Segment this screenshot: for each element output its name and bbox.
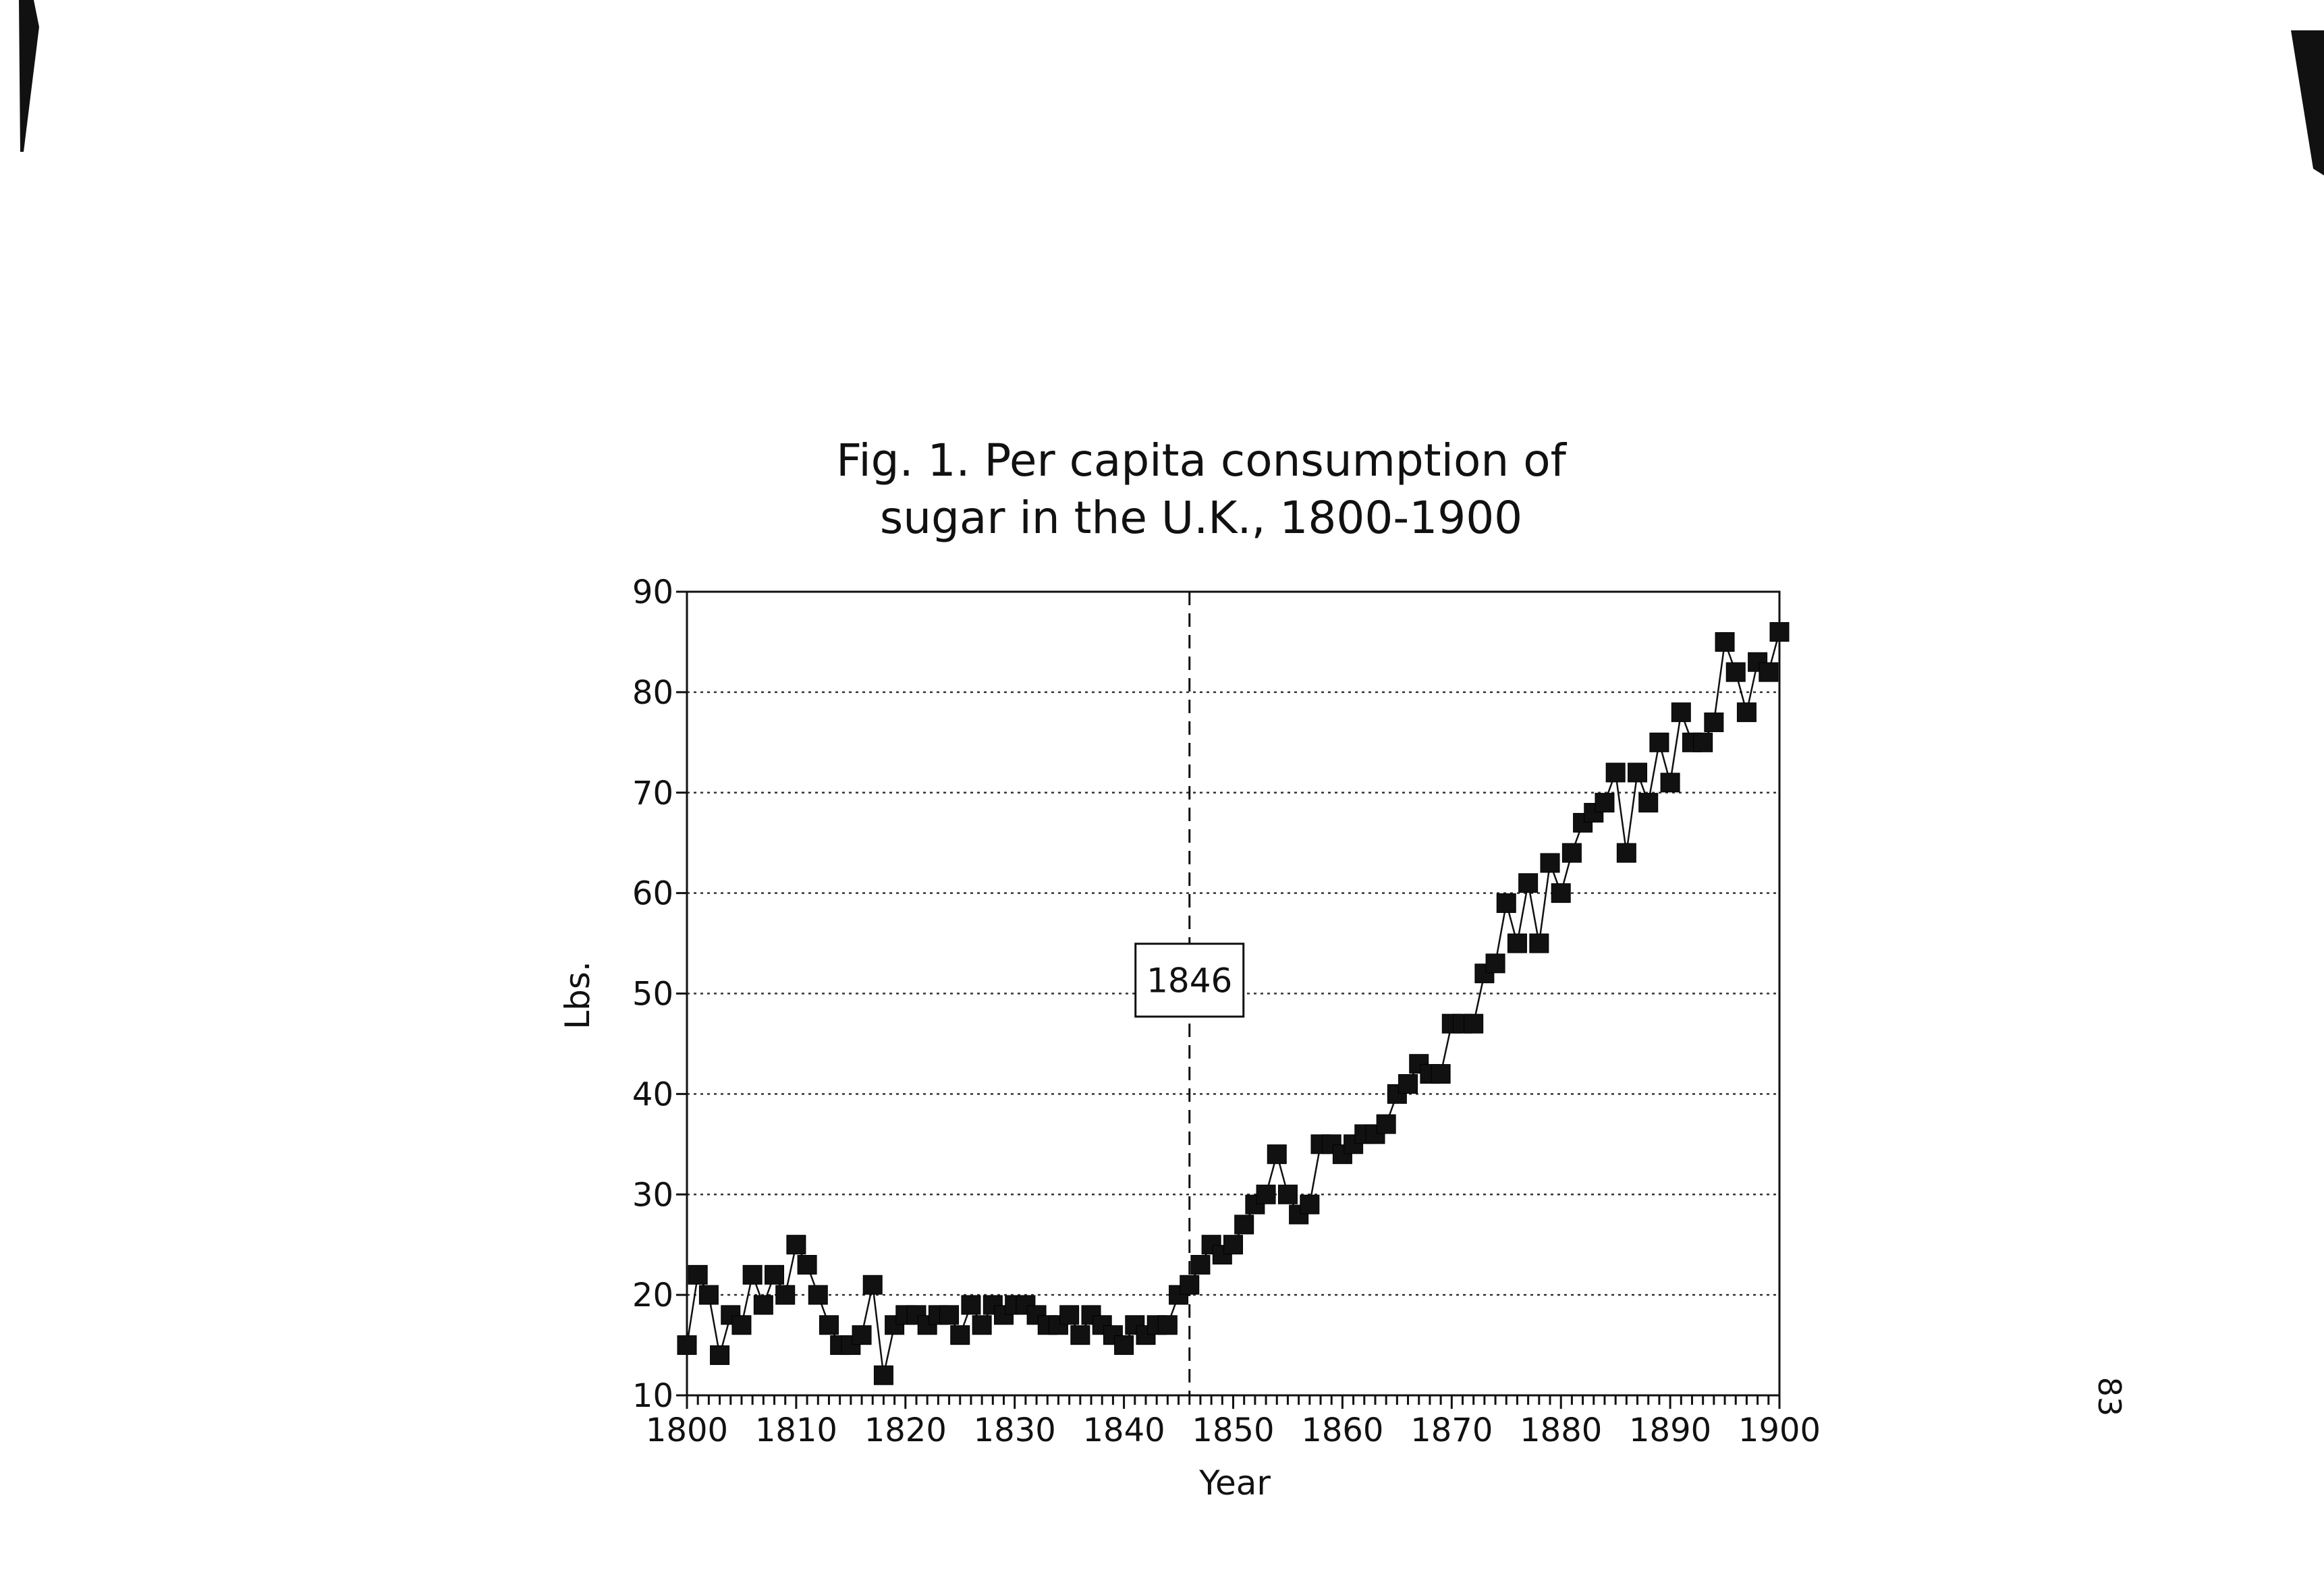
y-tick-label-60: 60 — [632, 875, 673, 913]
data-point-1810 — [786, 1235, 806, 1255]
data-point-1869 — [1431, 1064, 1451, 1084]
data-point-1846 — [1180, 1275, 1200, 1295]
data-point-1891 — [1671, 702, 1691, 723]
x-tick-label-1850: 1850 — [1192, 1412, 1274, 1449]
data-point-1889 — [1649, 732, 1669, 752]
x-tick-label-1890: 1890 — [1629, 1412, 1711, 1449]
x-tick-label-1810: 1810 — [755, 1412, 837, 1449]
chart-title-line-2: sugar in the U.K., 1800-1900 — [880, 492, 1522, 544]
data-point-1807 — [753, 1295, 773, 1315]
data-point-1896 — [1725, 662, 1746, 682]
data-point-1875 — [1496, 893, 1516, 914]
data-point-1813 — [819, 1315, 839, 1335]
data-point-1853 — [1256, 1184, 1276, 1204]
x-axis-ticks: 1800 1810 1820 1830 1840 1850 1860 1870 1880 1890… — [646, 1395, 1821, 1449]
data-point-1803 — [710, 1345, 730, 1365]
data-point-1850 — [1223, 1235, 1243, 1255]
data-point-1887 — [1628, 762, 1648, 783]
data-point-1836 — [1070, 1325, 1090, 1345]
data-point-1805 — [731, 1315, 752, 1335]
data-point-1825 — [950, 1325, 970, 1345]
data-point-1879 — [1540, 853, 1560, 873]
x-tick-label-1840: 1840 — [1083, 1412, 1165, 1449]
data-point-1827 — [972, 1315, 992, 1335]
x-tick-label-1830: 1830 — [974, 1412, 1056, 1449]
data-point-1888 — [1638, 793, 1659, 813]
data-point-1828 — [983, 1295, 1003, 1315]
data-point-1880 — [1551, 883, 1571, 903]
left-corner-mark — [19, 0, 39, 152]
data-point-1878 — [1529, 933, 1549, 953]
x-tick-label-1870: 1870 — [1410, 1412, 1493, 1449]
data-point-1826 — [961, 1295, 981, 1315]
data-point-1809 — [775, 1285, 796, 1305]
x-tick-label-1800: 1800 — [646, 1412, 728, 1449]
data-point-1811 — [797, 1254, 817, 1275]
y-axis-ticks: 10 20 30 40 50 60 70 80 90 — [632, 574, 687, 1415]
y-tick-label-10: 10 — [632, 1377, 673, 1415]
data-point-1874 — [1485, 953, 1505, 974]
data-point-1816 — [852, 1325, 872, 1345]
data-point-1812 — [808, 1285, 828, 1305]
data-point-1817 — [862, 1275, 883, 1295]
data-point-1886 — [1616, 843, 1636, 863]
data-point-1857 — [1300, 1194, 1320, 1215]
page-number: 83 — [2091, 1377, 2128, 1417]
x-axis-label: Year — [1198, 1463, 1271, 1503]
chart-title-line-1: Fig. 1. Per capita consumption of — [836, 435, 1567, 486]
data-point-1895 — [1715, 632, 1735, 652]
data-point-1876 — [1507, 933, 1527, 953]
data-point-1867 — [1409, 1054, 1429, 1074]
data-point-1881 — [1561, 843, 1582, 863]
data-point-1872 — [1464, 1013, 1484, 1034]
y-axis-label: Lbs. — [558, 961, 597, 1030]
series — [677, 622, 1790, 1385]
data-point-1847 — [1190, 1254, 1211, 1275]
y-tick-label-30: 30 — [632, 1176, 673, 1214]
data-point-1840 — [1114, 1335, 1134, 1356]
data-point-1864 — [1376, 1114, 1396, 1134]
x-tick-label-1820: 1820 — [864, 1412, 947, 1449]
y-tick-label-80: 80 — [632, 674, 673, 712]
data-point-1806 — [742, 1264, 763, 1285]
data-point-1884 — [1595, 793, 1615, 813]
data-point-1866 — [1398, 1073, 1418, 1094]
data-point-1851 — [1234, 1215, 1254, 1235]
data-point-1885 — [1605, 762, 1626, 783]
data-point-1844 — [1157, 1315, 1178, 1335]
data-point-1883 — [1584, 803, 1604, 823]
annotation-box — [1134, 943, 1245, 1018]
data-point-1835 — [1059, 1305, 1080, 1325]
x-tick-label-1880: 1880 — [1520, 1412, 1602, 1449]
data-point-1855 — [1277, 1184, 1298, 1204]
data-point-1808 — [765, 1264, 785, 1285]
data-point-1854 — [1267, 1144, 1287, 1165]
data-point-1802 — [698, 1285, 719, 1305]
data-point-1899 — [1759, 662, 1779, 682]
data-point-1824 — [939, 1305, 960, 1325]
y-tick-label-40: 40 — [632, 1076, 673, 1113]
data-point-1897 — [1736, 702, 1756, 723]
data-point-1894 — [1704, 713, 1724, 733]
y-tick-label-50: 50 — [632, 976, 673, 1013]
data-point-1877 — [1518, 873, 1539, 893]
y-tick-label-70: 70 — [632, 775, 673, 812]
y-tick-label-90: 90 — [632, 574, 673, 611]
data-point-1890 — [1660, 773, 1680, 793]
data-point-1804 — [721, 1305, 741, 1325]
x-tick-label-1900: 1900 — [1738, 1412, 1821, 1449]
right-corner-mark — [2291, 30, 2324, 175]
data-point-1865 — [1387, 1084, 1407, 1104]
x-tick-label-1860: 1860 — [1301, 1412, 1383, 1449]
data-point-1818 — [873, 1365, 893, 1385]
y-tick-label-20: 20 — [632, 1277, 673, 1314]
data-point-1801 — [688, 1264, 708, 1285]
annotation-label: 1846 — [1146, 961, 1232, 1001]
data-point-1893 — [1693, 732, 1713, 752]
